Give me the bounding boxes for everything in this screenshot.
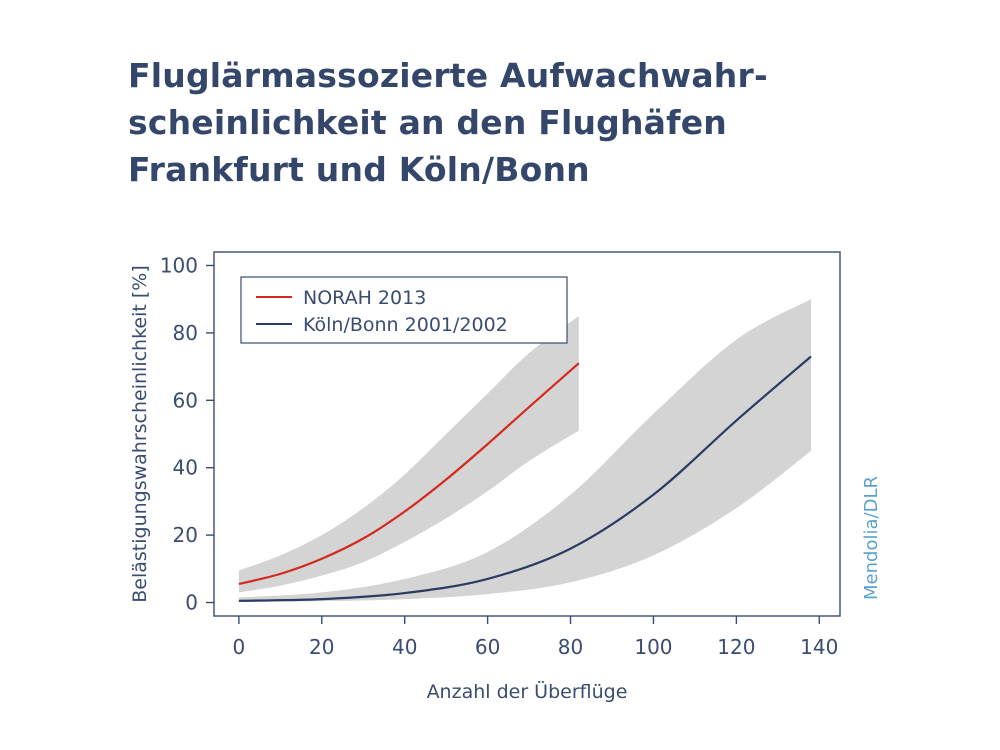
confidence-band-0: [238, 316, 579, 593]
confidence-bands: [238, 299, 811, 602]
y-tick-label: 100: [160, 253, 198, 277]
legend-box: [240, 276, 568, 344]
plot-frame: [213, 251, 841, 617]
title-line-2: scheinlichkeit an den Flughäfen: [128, 103, 727, 142]
series-lines: [238, 355, 812, 602]
y-tick-label: 40: [173, 456, 198, 480]
title-line-3: Frankfurt und Köln/Bonn: [128, 150, 590, 189]
x-tick-label: 100: [634, 635, 672, 659]
y-tick-label: 60: [173, 388, 198, 412]
x-tick-label: 80: [558, 635, 583, 659]
y-axis: 0 20 40 60 80 100: [160, 253, 214, 615]
title-line-1: Fluglärmassozierte Aufwachwahr-: [128, 56, 768, 95]
legend-label-norah: NORAH 2013: [303, 287, 426, 309]
legend: NORAH 2013 Köln/Bonn 2001/2002: [240, 276, 568, 344]
x-tick-label: 20: [309, 635, 334, 659]
y-tick-label: 80: [173, 321, 198, 345]
y-tick-label: 20: [173, 523, 198, 547]
x-tick-label: 60: [475, 635, 500, 659]
image-credit: Mendolia/DLR: [861, 476, 882, 600]
series-line-0: [238, 362, 580, 586]
x-axis-title: Anzahl der Überflüge: [427, 680, 628, 703]
chart-title: Fluglärmassozierte Aufwachwahr- scheinli…: [128, 52, 888, 193]
confidence-band-1: [238, 299, 811, 602]
x-axis: 0 20 40 60 80 100 120 140: [233, 616, 838, 659]
y-tick-label: 0: [185, 591, 198, 615]
series-line-1: [238, 355, 812, 602]
x-tick-label: 0: [233, 635, 246, 659]
x-tick-label: 120: [717, 635, 755, 659]
y-axis-title: Belästigungswahrscheinlichkeit [%]: [129, 265, 151, 603]
legend-label-koeln-bonn: Köln/Bonn 2001/2002: [303, 314, 508, 336]
x-tick-label: 40: [392, 635, 417, 659]
x-tick-label: 140: [800, 635, 838, 659]
